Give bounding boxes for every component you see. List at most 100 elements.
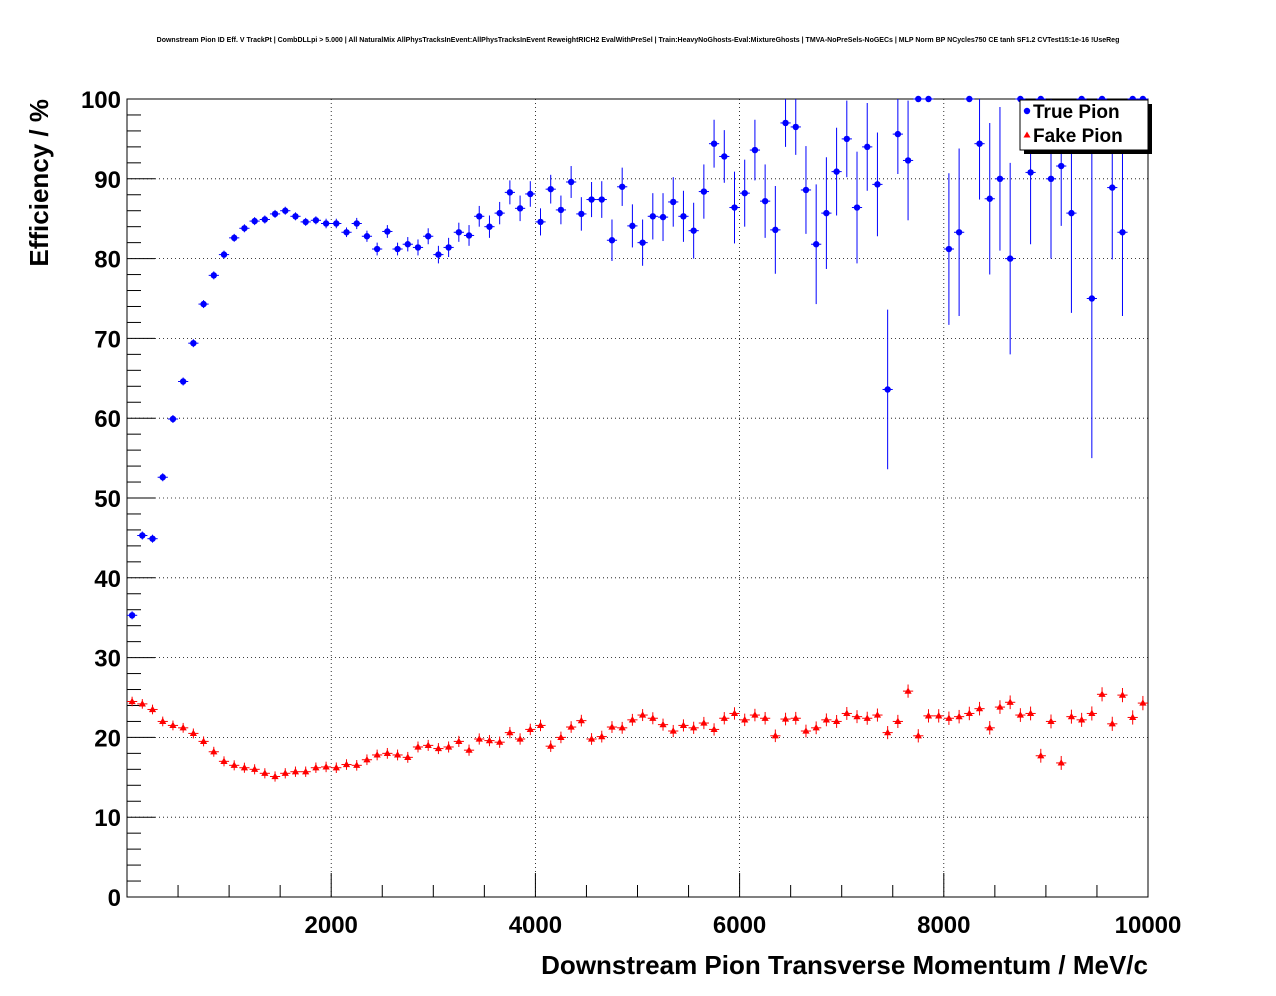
- data-point: [669, 727, 677, 734]
- data-point: [393, 751, 402, 758]
- data-point: [618, 183, 626, 190]
- legend-marker-true-pion: [1023, 107, 1031, 115]
- data-point: [527, 190, 534, 198]
- data-point: [832, 717, 841, 725]
- data-point: [169, 415, 177, 423]
- data-point: [771, 732, 779, 739]
- data-point: [608, 723, 616, 730]
- data-point: [904, 157, 912, 164]
- data-point: [700, 719, 708, 726]
- data-point: [792, 123, 799, 131]
- data-point: [210, 272, 217, 279]
- data-point: [200, 300, 207, 308]
- grid-lines: [127, 99, 1148, 897]
- tick-labels: 2000 4000 6000 8000 10000 0 10 20 30 40 50 60 70 80 90…: [81, 87, 1181, 939]
- data-point: [394, 245, 401, 253]
- data-point: [588, 196, 595, 203]
- data-point: [628, 716, 636, 723]
- data-point: [1006, 698, 1014, 705]
- data-point: [281, 769, 289, 776]
- data-point: [547, 185, 554, 193]
- data-point: [435, 251, 442, 258]
- data-point: [251, 217, 258, 225]
- data-point: [1118, 691, 1127, 698]
- data-point: [302, 767, 310, 775]
- data-point: [955, 229, 963, 236]
- x-axis-title: Downstream Pion Transverse Momentum / Me…: [541, 950, 1148, 980]
- data-point: [1078, 716, 1086, 723]
- data-point: [383, 749, 391, 756]
- data-point: [1088, 709, 1096, 717]
- data-point: [404, 753, 412, 760]
- data-point: [965, 709, 973, 717]
- y-tick-label: 10: [94, 805, 121, 832]
- data-point: [843, 135, 851, 143]
- data-point: [240, 763, 249, 771]
- data-point: [955, 712, 963, 720]
- chart-title: Downstream Pion ID Eff. V TrackPt | Comb…: [157, 37, 1120, 44]
- data-point: [670, 198, 677, 206]
- data-point: [730, 709, 739, 717]
- data-point: [914, 732, 922, 739]
- data-point: [925, 95, 932, 103]
- data-point: [465, 746, 473, 753]
- data-point: [659, 213, 667, 221]
- data-point: [894, 130, 902, 138]
- y-tick-label: 60: [94, 406, 121, 433]
- data-point: [210, 747, 218, 755]
- data-point: [384, 228, 391, 235]
- data-point: [1058, 162, 1065, 170]
- data-point: [220, 251, 228, 258]
- data-point: [853, 204, 861, 211]
- data-point: [292, 213, 299, 220]
- data-point: [159, 474, 166, 481]
- y-axis-title: Efficiency / %: [24, 99, 54, 267]
- data-point: [231, 234, 238, 242]
- data-point: [445, 743, 453, 750]
- data-point: [536, 721, 545, 729]
- data-point: [720, 714, 728, 721]
- data-point: [598, 732, 606, 740]
- data-point: [710, 140, 718, 147]
- data-point: [1037, 751, 1045, 759]
- y-tick-label: 50: [94, 486, 121, 513]
- data-point: [312, 217, 320, 224]
- data-point: [220, 757, 228, 764]
- data-point: [843, 709, 851, 717]
- data-point: [1088, 295, 1096, 302]
- data-point: [445, 244, 452, 251]
- data-point: [424, 741, 432, 748]
- data-point: [904, 687, 912, 694]
- data-point: [159, 717, 167, 725]
- data-point: [1047, 717, 1055, 725]
- data-point: [598, 196, 605, 203]
- legend: True Pion Fake Pion: [1019, 99, 1152, 154]
- data-point: [1016, 711, 1024, 718]
- data-point: [312, 763, 320, 771]
- data-point: [751, 711, 759, 718]
- data-point: [587, 735, 596, 742]
- data-point: [1057, 759, 1065, 766]
- data-point: [710, 725, 718, 733]
- data-point: [1068, 209, 1075, 217]
- data-point: [353, 761, 361, 768]
- data-point: [1047, 175, 1055, 182]
- data-point: [1006, 255, 1014, 262]
- data-point: [322, 763, 330, 770]
- data-point: [679, 721, 688, 729]
- data-point: [455, 737, 463, 744]
- x-tick-label: 4000: [509, 912, 562, 939]
- data-point: [812, 241, 820, 248]
- data-point: [1129, 713, 1137, 721]
- data-point: [465, 232, 473, 239]
- series-true-pion: [127, 95, 1148, 620]
- data-point: [496, 209, 503, 217]
- data-point: [741, 716, 749, 723]
- x-tick-label: 8000: [917, 912, 970, 939]
- data-point: [179, 724, 187, 731]
- data-point: [772, 226, 779, 234]
- y-tick-label: 0: [108, 885, 121, 912]
- data-point: [506, 189, 514, 196]
- data-point: [149, 535, 156, 542]
- data-point: [251, 765, 259, 772]
